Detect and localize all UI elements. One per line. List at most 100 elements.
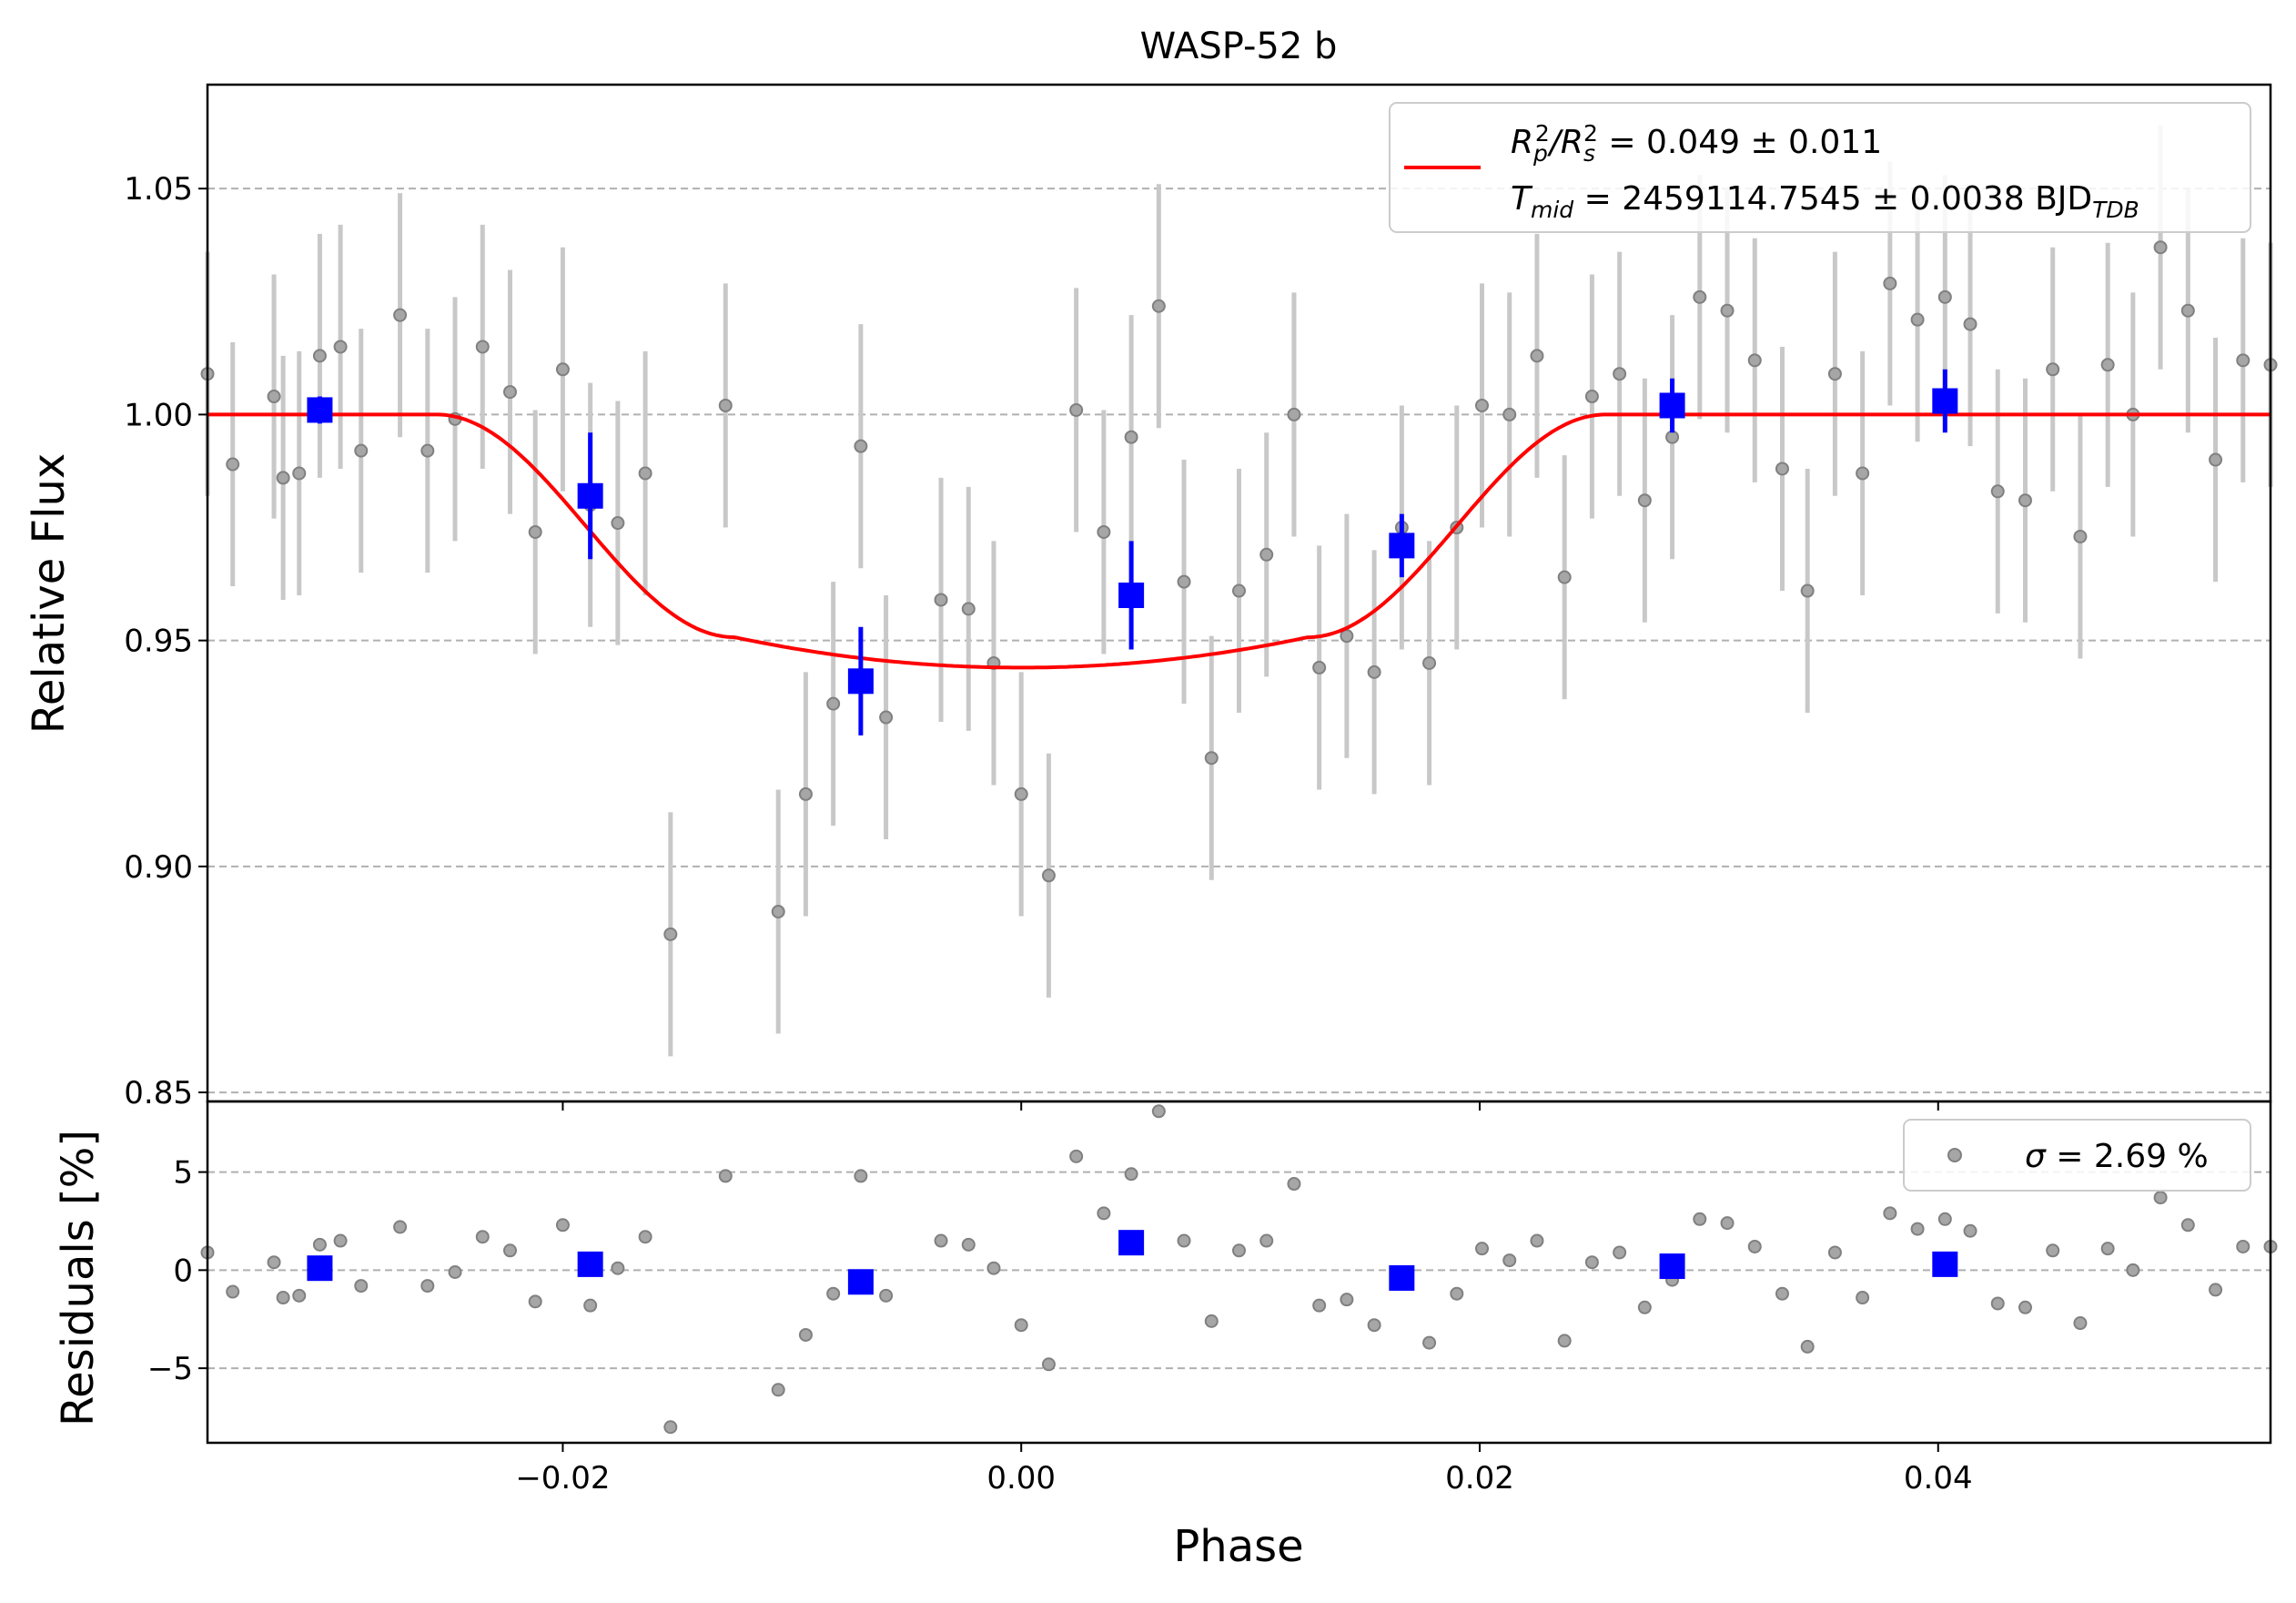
residual-legend: σ = 2.69 % (1903, 1119, 2251, 1192)
binned-point (847, 668, 874, 695)
chart-title: WASP-52 b (1140, 25, 1338, 67)
raw-point (312, 349, 327, 363)
residual-y-ticks: −5 0 5 (147, 1155, 207, 1387)
raw-point (1177, 574, 1191, 589)
residual-raw-point (961, 1237, 976, 1252)
residual-raw-point (1775, 1286, 1789, 1301)
raw-point (1367, 665, 1381, 679)
residual-raw-point (583, 1298, 598, 1313)
raw-point (393, 308, 408, 322)
residual-raw-point (1069, 1149, 1084, 1163)
raw-point (1204, 751, 1219, 766)
residual-raw-point (2018, 1300, 2032, 1314)
residual-legend-box (1903, 1119, 2251, 1192)
residual-raw-point (1450, 1286, 1464, 1301)
residual-raw-point (771, 1383, 785, 1397)
raw-point (2100, 358, 2115, 372)
residual-raw-point (502, 1243, 517, 1258)
raw-point (1014, 786, 1028, 801)
raw-point (528, 524, 542, 539)
x-tick-label: 0.02 (1445, 1460, 1514, 1496)
main-y-ticks: 0.85 0.90 0.95 1.00 1.05 (124, 171, 207, 1111)
raw-point (1637, 493, 1652, 508)
residual-raw-point (1124, 1167, 1138, 1182)
main-y-tick-label: 0.90 (124, 849, 193, 886)
raw-point (2236, 353, 2250, 368)
binned-point (1659, 392, 1685, 419)
residual-raw-point (1747, 1239, 1762, 1253)
raw-point (276, 471, 290, 485)
main-legend-box (1389, 102, 2251, 233)
raw-point (638, 466, 652, 481)
residual-raw-point (312, 1237, 327, 1252)
residual-y-tick-label: −5 (147, 1351, 193, 1387)
raw-point (1720, 303, 1735, 318)
x-tick-label: 0.04 (1904, 1460, 1973, 1496)
residual-raw-point (1937, 1212, 1952, 1226)
raw-point (1124, 430, 1138, 444)
residual-y-tick-label: 5 (173, 1155, 193, 1192)
raw-point (292, 466, 307, 481)
main-y-tick-label: 0.95 (124, 624, 193, 660)
raw-point (611, 516, 625, 531)
raw-point (961, 602, 976, 616)
binned-point (1118, 582, 1145, 608)
residual-raw-point (1204, 1314, 1219, 1328)
raw-point (1232, 583, 1246, 598)
residual-raw-point (420, 1279, 435, 1294)
residual-raw-point (638, 1230, 652, 1244)
residual-raw-point (1637, 1300, 1652, 1314)
residual-axes-frame (206, 1100, 2272, 1445)
residual-raw-point (2100, 1242, 2115, 1256)
residual-binned-point (847, 1269, 874, 1295)
residual-raw-point (1910, 1222, 1925, 1236)
x-tick-label: −0.02 (515, 1460, 610, 1496)
raw-point (555, 362, 570, 377)
raw-point (1584, 390, 1599, 404)
residual-binned-point (1389, 1264, 1415, 1291)
raw-point (420, 443, 435, 458)
residual-panel: −5 0 5 −0.02 0.00 0.02 0.04 Residuals [%] Pha… (53, 1100, 2278, 1572)
raw-point (354, 443, 369, 458)
main-y-tick-label: 1.05 (124, 171, 193, 208)
raw-point (1312, 660, 1327, 675)
residual-raw-point (528, 1294, 542, 1309)
raw-point (1557, 570, 1572, 584)
raw-point (1287, 407, 1301, 421)
binned-point (1389, 533, 1415, 559)
raw-point (1827, 367, 1842, 381)
residual-raw-point (934, 1233, 948, 1248)
raw-point (2153, 240, 2168, 255)
raw-point (267, 390, 281, 404)
raw-point (1775, 462, 1789, 476)
residual-binned-point (1932, 1251, 1958, 1277)
raw-point (2180, 303, 2195, 318)
raw-point (1340, 629, 1354, 644)
raw-point (1530, 349, 1544, 363)
residual-y-axis-label: Residuals [%] (53, 1130, 104, 1426)
raw-point (879, 710, 894, 725)
residual-raw-point (1827, 1245, 1842, 1260)
residual-raw-point (354, 1279, 369, 1294)
residual-raw-point (1990, 1296, 2005, 1311)
raw-point (1259, 547, 1274, 562)
raw-point (1475, 398, 1490, 412)
residual-raw-point (393, 1220, 408, 1234)
residual-raw-point (448, 1265, 462, 1279)
raw-point (1069, 402, 1084, 417)
raw-point (1963, 317, 1977, 331)
residual-y-tick-label: 0 (173, 1253, 193, 1289)
residual-binned-points (307, 1230, 1958, 1295)
binned-point (577, 482, 603, 509)
legend-raw-marker (1947, 1148, 1962, 1162)
raw-point (1097, 524, 1111, 539)
residual-raw-point (1014, 1318, 1028, 1333)
raw-point (826, 696, 841, 711)
residual-raw-point (2236, 1239, 2250, 1253)
raw-point (333, 340, 348, 354)
raw-point (718, 398, 733, 412)
residual-raw-point (1856, 1291, 1870, 1305)
residual-raw-point (292, 1288, 307, 1303)
raw-point (1883, 276, 1897, 290)
